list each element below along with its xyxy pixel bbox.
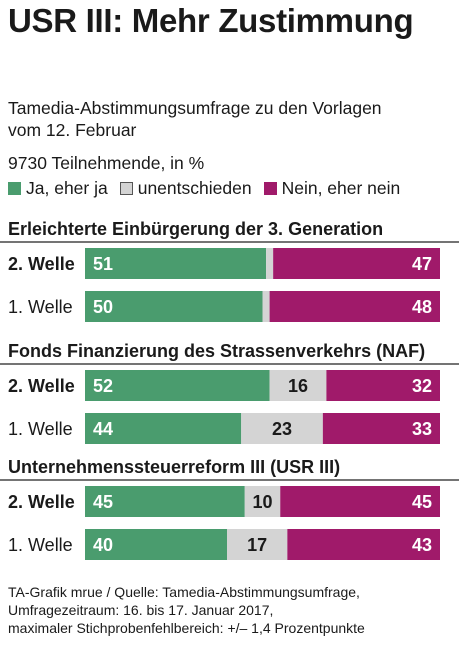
- data-label-ja: 51: [93, 254, 113, 274]
- row-label: 1. Welle: [8, 419, 73, 439]
- chart-title: USR III: Mehr Zustimmung: [8, 2, 414, 39]
- stacked-bar-chart: Erleichterte Einbürgerung der 3. Generat…: [0, 219, 459, 560]
- data-label-nein: 48: [412, 297, 432, 317]
- row-label: 1. Welle: [8, 535, 73, 555]
- row-label: 2. Welle: [8, 492, 75, 512]
- data-label-ja: 45: [93, 492, 113, 512]
- footer-line-2: Umfragezeitraum: 16. bis 17. Januar 2017…: [8, 602, 274, 618]
- bar-segment-unentschieden: [269, 370, 327, 401]
- row-label: 2. Welle: [8, 376, 75, 396]
- data-label-ja: 50: [93, 297, 113, 317]
- group-title: Fonds Finanzierung des Strassenverkehrs …: [8, 341, 425, 361]
- group-title: Unternehmenssteuerreform III (USR III): [8, 457, 340, 477]
- data-label-nein: 45: [412, 492, 432, 512]
- bar-segment-ja: [85, 370, 270, 401]
- legend-label-ja: Ja, eher ja: [26, 178, 108, 198]
- chart-subtitle-line-2: vom 12. Februar: [8, 120, 137, 140]
- legend-item-unentschieden: unentschieden: [119, 178, 252, 199]
- footer-line-1: TA-Grafik mrue / Quelle: Tamedia-Abstimm…: [8, 584, 360, 600]
- row-label: 1. Welle: [8, 297, 73, 317]
- bar-segment-unentschieden: [241, 413, 323, 444]
- group-title: Erleichterte Einbürgerung der 3. Generat…: [8, 219, 383, 239]
- data-label-unentschieden: 10: [252, 492, 272, 512]
- bar-segment-nein: [287, 529, 440, 560]
- data-label-ja: 44: [93, 419, 113, 439]
- legend-label-unentschieden: unentschieden: [137, 178, 252, 198]
- data-label-unentschieden: 17: [247, 535, 267, 555]
- bar-segment-ja: [85, 529, 227, 560]
- bar-segment-ja: [85, 291, 263, 322]
- legend-item-ja: Ja, eher ja: [8, 178, 108, 199]
- bar-segment-nein: [326, 370, 440, 401]
- legend-swatch-unentschieden: [119, 182, 133, 195]
- legend-swatch-nein: [263, 182, 277, 195]
- data-label-nein: 33: [412, 419, 432, 439]
- bar-segment-unentschieden: [244, 486, 281, 517]
- data-label-nein: 32: [412, 376, 432, 396]
- chart-subtitle-line-3: 9730 Teilnehmende, in %: [8, 153, 205, 173]
- legend: Ja, eher ja unentschieden Nein, eher nei…: [8, 178, 412, 199]
- bar-segment-unentschieden: [227, 529, 288, 560]
- bar-segment-nein: [322, 413, 440, 444]
- legend-swatch-ja: [8, 182, 21, 195]
- legend-item-nein: Nein, eher nein: [263, 178, 401, 199]
- bar-segment-unentschieden: [266, 248, 274, 279]
- footer-line-3: maximaler Stichprobenfehlbereich: +/– 1,…: [8, 620, 365, 636]
- row-label: 2. Welle: [8, 254, 75, 274]
- bar-segment-unentschieden: [262, 291, 270, 322]
- legend-label-nein: Nein, eher nein: [281, 178, 401, 198]
- data-label-nein: 47: [412, 254, 432, 274]
- data-label-unentschieden: 16: [288, 376, 308, 396]
- bar-segment-nein: [280, 486, 440, 517]
- data-label-unentschieden: 23: [272, 419, 292, 439]
- chart-subtitle-line-1: Tamedia-Abstimmungsumfrage zu den Vorlag…: [8, 98, 382, 118]
- data-label-ja: 52: [93, 376, 113, 396]
- data-label-ja: 40: [93, 535, 113, 555]
- bar-segment-ja: [85, 413, 242, 444]
- bar-segment-nein: [269, 291, 440, 322]
- bar-segment-ja: [85, 486, 245, 517]
- bar-segment-ja: [85, 248, 267, 279]
- bar-segment-nein: [273, 248, 440, 279]
- data-label-nein: 43: [412, 535, 432, 555]
